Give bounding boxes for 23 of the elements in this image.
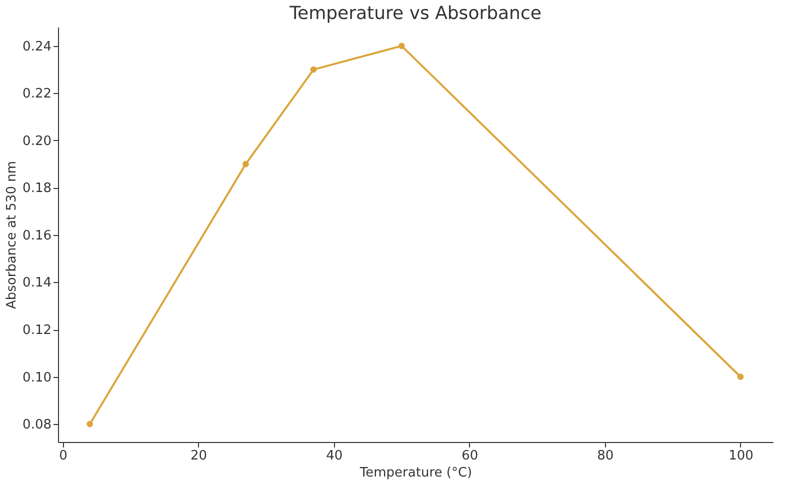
y-tick-label: 0.24 — [22, 39, 52, 54]
y-tick-label: 0.20 — [22, 134, 52, 149]
y-tick-label: 0.22 — [22, 86, 52, 102]
y-tick-label: 0.18 — [22, 181, 52, 196]
point — [242, 160, 249, 168]
chart-title: Temperature vs Absorbance — [288, 3, 542, 24]
y-tick-label: 0.12 — [22, 323, 52, 338]
y-tick-label: 0.08 — [22, 418, 52, 433]
point — [310, 66, 317, 73]
x-axis-title: Temperature (°C) — [358, 466, 472, 480]
point — [398, 42, 405, 50]
x-tick-label: 60 — [462, 448, 478, 464]
point — [737, 374, 744, 380]
x-tick-label: 20 — [190, 448, 208, 464]
x-tick-label: 80 — [597, 448, 614, 464]
x-tick-label: 40 — [326, 448, 343, 464]
x-tick-label: 100 — [728, 448, 754, 464]
y-axis-title: Absorbance at 530 nm — [4, 161, 20, 309]
point — [86, 420, 94, 428]
y-tick-label: 0.10 — [22, 370, 52, 386]
x-tick-label: 0 — [59, 448, 68, 464]
y-tick-label: 0.14 — [22, 276, 52, 291]
y-tick-label: 0.16 — [22, 228, 52, 244]
